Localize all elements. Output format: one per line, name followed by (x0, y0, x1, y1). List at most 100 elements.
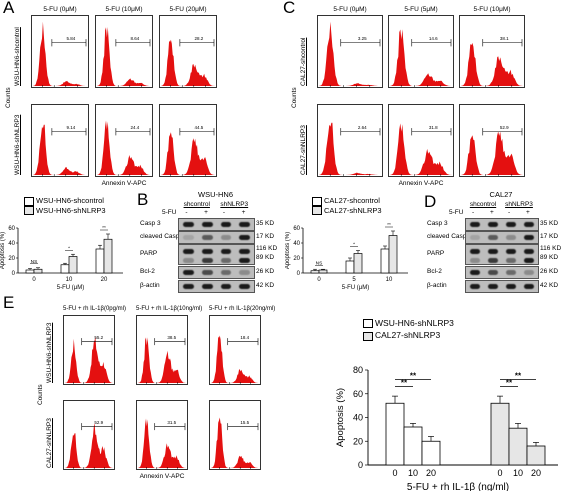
gate-value: 9.14 (66, 125, 75, 130)
blot-band (183, 235, 194, 240)
bar (318, 269, 328, 274)
blot-band (183, 222, 194, 227)
y-axis-label: Apoptosis (%) (285, 232, 291, 269)
blot-kd-label: 35 KD (540, 220, 559, 227)
x-tick-label: 10 (66, 277, 73, 283)
blot-strip (465, 218, 539, 231)
y-axis-label: Apoptosis (%) (0, 232, 6, 269)
y-tick-label: 40 (8, 241, 15, 247)
blot-band (220, 270, 232, 275)
bar (421, 440, 441, 466)
blot-band (239, 235, 250, 240)
flow-histogram: 52.9 (63, 400, 115, 470)
blot-band (220, 257, 232, 263)
blot-strip (465, 280, 539, 293)
legend-swatch (24, 196, 34, 206)
legend-swatch (312, 196, 322, 206)
flow-col-title: 5-FU (10μM) (473, 6, 511, 13)
x-tick-label: 10 (513, 468, 523, 478)
blot-band (470, 248, 480, 254)
y-tick-label: 20 (8, 256, 15, 262)
blot-band (488, 248, 498, 254)
gate-value: 31.8 (429, 125, 438, 130)
x-axis-label: Annexin V-APC (398, 180, 444, 187)
gate-value: 38.5 (167, 335, 176, 340)
legend-label: CAL27-shcontrol (324, 196, 380, 205)
gate-value: 8.64 (130, 36, 139, 41)
x-axis-label: Annexin V-APC (101, 180, 147, 187)
y-tick-label: 20 (293, 256, 300, 262)
significance-mark: * (353, 242, 355, 248)
histogram-area (65, 336, 113, 383)
blot-band (470, 257, 480, 263)
histogram-area (161, 39, 215, 86)
flow-col-title: 5-FU + rh IL-1β(10ng/ml) (136, 306, 203, 312)
x-axis-label: 5-FU + rh IL-1β (ng/ml) (407, 482, 509, 491)
panel-letter-d: D (424, 192, 437, 211)
histogram-area (211, 335, 259, 383)
blot-treatment-label: 5-FU (162, 209, 177, 216)
flow-histogram: 38.5 (136, 315, 188, 385)
flow-histogram: 44.5 (159, 104, 217, 177)
blot-band (220, 222, 232, 227)
blot-treatment-label: 5-FU (449, 209, 464, 216)
y-tick-label: 60 (353, 389, 363, 399)
blot-band (201, 248, 213, 254)
legend-a: WSU-HN6-shcontrol WSU-HN6-shNLRP3 (24, 196, 106, 216)
bar (353, 253, 363, 274)
blot-row-label: β-actin (427, 281, 447, 289)
blot-band (488, 270, 498, 275)
histogram-area (319, 122, 381, 175)
flow-col-title: 5-FU (5μM) (404, 6, 438, 13)
flow-histogram: 24.4 (95, 104, 153, 177)
legend-label: WSU-HN6-shNLRP3 (36, 205, 106, 215)
histogram-area (65, 423, 113, 468)
lane-sign: + (204, 209, 208, 216)
blot-band (524, 284, 534, 289)
blot-band (220, 235, 232, 240)
blot-band (506, 235, 516, 240)
significance-mark: NS (31, 259, 38, 265)
legend-swatch (363, 319, 373, 329)
blot-row-label: Casp 3 (427, 219, 448, 227)
blot-row-label: cleaved Casp 3 (427, 232, 472, 240)
y-tick-label: 60 (8, 226, 15, 232)
flow-row-label: CAL27-shcontrol (300, 37, 307, 86)
flow-row-label: WSU-HN6-shNLRP3 (46, 322, 53, 383)
western-blot-d: CAL27 shcontrol shNLRP3 5-FU - + - + Casp 3 cleav… (427, 190, 567, 295)
blot-band (201, 284, 213, 289)
flow-col-title: 5-FU + rh IL-1β(0pg/ml) (63, 306, 126, 312)
blot-band (239, 284, 250, 289)
blot-strip (178, 244, 255, 265)
legend-swatch (312, 206, 322, 216)
legend-label: WSU-HN6-shNLRP3 (375, 318, 454, 328)
histogram-area (461, 43, 523, 86)
blot-band (506, 222, 516, 227)
blot-row-label: PARP (140, 249, 158, 257)
flow-histogram: 2.64 (317, 104, 383, 177)
bar (345, 260, 355, 274)
histogram-area (33, 124, 87, 175)
bar (385, 402, 405, 466)
flow-col-title: 5-FU (10μM) (105, 6, 143, 13)
lane-sign: - (222, 209, 226, 216)
y-tick-label: 20 (353, 436, 363, 446)
flow-col-title: 5-FU (0μM) (333, 6, 367, 13)
legend-c: CAL27-shcontrol CAL27-shNLRP3 (312, 196, 382, 216)
blot-band (524, 270, 534, 275)
blot-kd-label: 89 KD (256, 254, 275, 261)
bar (68, 256, 78, 274)
bar (508, 427, 528, 466)
x-tick-label: 0 (317, 277, 321, 283)
blot-band (201, 270, 213, 275)
blot-band (506, 270, 516, 275)
flow-row-label: CAL27-shNLRP3 (46, 418, 53, 468)
blot-band (201, 235, 213, 240)
blot-kd-label: 116 KD (540, 245, 562, 252)
significance-mark: ** (410, 372, 417, 381)
blot-kd-label: 42 KD (256, 282, 275, 289)
blot-kd-label: 116 KD (256, 245, 278, 252)
gate-value: 38.1 (500, 36, 509, 41)
blot-kd-label: 17 KD (540, 233, 559, 240)
blot-strip (178, 266, 255, 279)
